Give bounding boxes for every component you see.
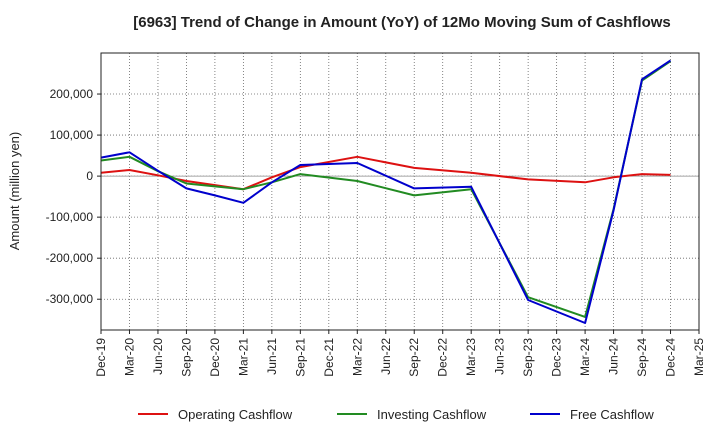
x-tick-label: Sep-22 [407,338,421,377]
x-tick-label: Sep-23 [521,338,535,377]
x-tick-label: Dec-24 [664,338,678,377]
x-tick-label: Mar-20 [122,338,136,376]
x-tick-label: Jun-23 [493,338,507,375]
y-axis-label: Amount (million yen) [7,132,22,251]
x-tick-label: Jun-20 [151,338,165,375]
x-tick-label: Dec-21 [322,338,336,377]
y-tick-label: 100,000 [50,128,94,142]
y-axis: -300,000 -200,000 -100,000 0 100,000 200,000 [46,87,101,306]
x-tick-label: Jun-24 [607,338,621,375]
x-tick-label: Jun-21 [265,338,279,375]
x-tick-label: Mar-21 [236,338,250,376]
x-tick-label: Dec-19 [94,338,108,377]
x-tick-label: Sep-21 [293,338,307,377]
x-tick-label: Dec-23 [550,338,564,377]
x-axis: Dec-19 Mar-20 Jun-20 Sep-20 Dec-20 Mar-21 Jun-… [94,330,706,377]
x-tick-label: Dec-20 [208,338,222,377]
legend-label-investing-cashflow: Investing Cashflow [377,407,487,422]
chart-title: [6963] Trend of Change in Amount (YoY) o… [133,14,671,31]
x-tick-label: Mar-23 [464,338,478,376]
y-tick-label: -100,000 [46,210,94,224]
x-tick-label: Dec-22 [436,338,450,377]
x-tick-label: Jun-22 [379,338,393,375]
y-tick-label: -200,000 [46,251,94,265]
x-tick-label: Sep-24 [635,338,649,377]
x-tick-label: Mar-22 [350,338,364,376]
x-tick-label: Mar-25 [692,338,706,376]
y-tick-label: 200,000 [50,87,94,101]
y-tick-label: 0 [86,169,93,183]
x-tick-label: Mar-24 [578,338,592,376]
grid-lines [101,53,699,330]
series-line-free-cashflow [100,59,672,324]
plot-border [100,52,700,331]
legend: Operating Cashflow Investing Cashflow Free… [138,407,654,422]
y-tick-label: -300,000 [46,292,94,306]
series-layer [100,59,672,324]
legend-label-operating-cashflow: Operating Cashflow [178,407,293,422]
legend-label-free-cashflow: Free Cashflow [570,407,654,422]
x-tick-label: Sep-20 [179,338,193,377]
